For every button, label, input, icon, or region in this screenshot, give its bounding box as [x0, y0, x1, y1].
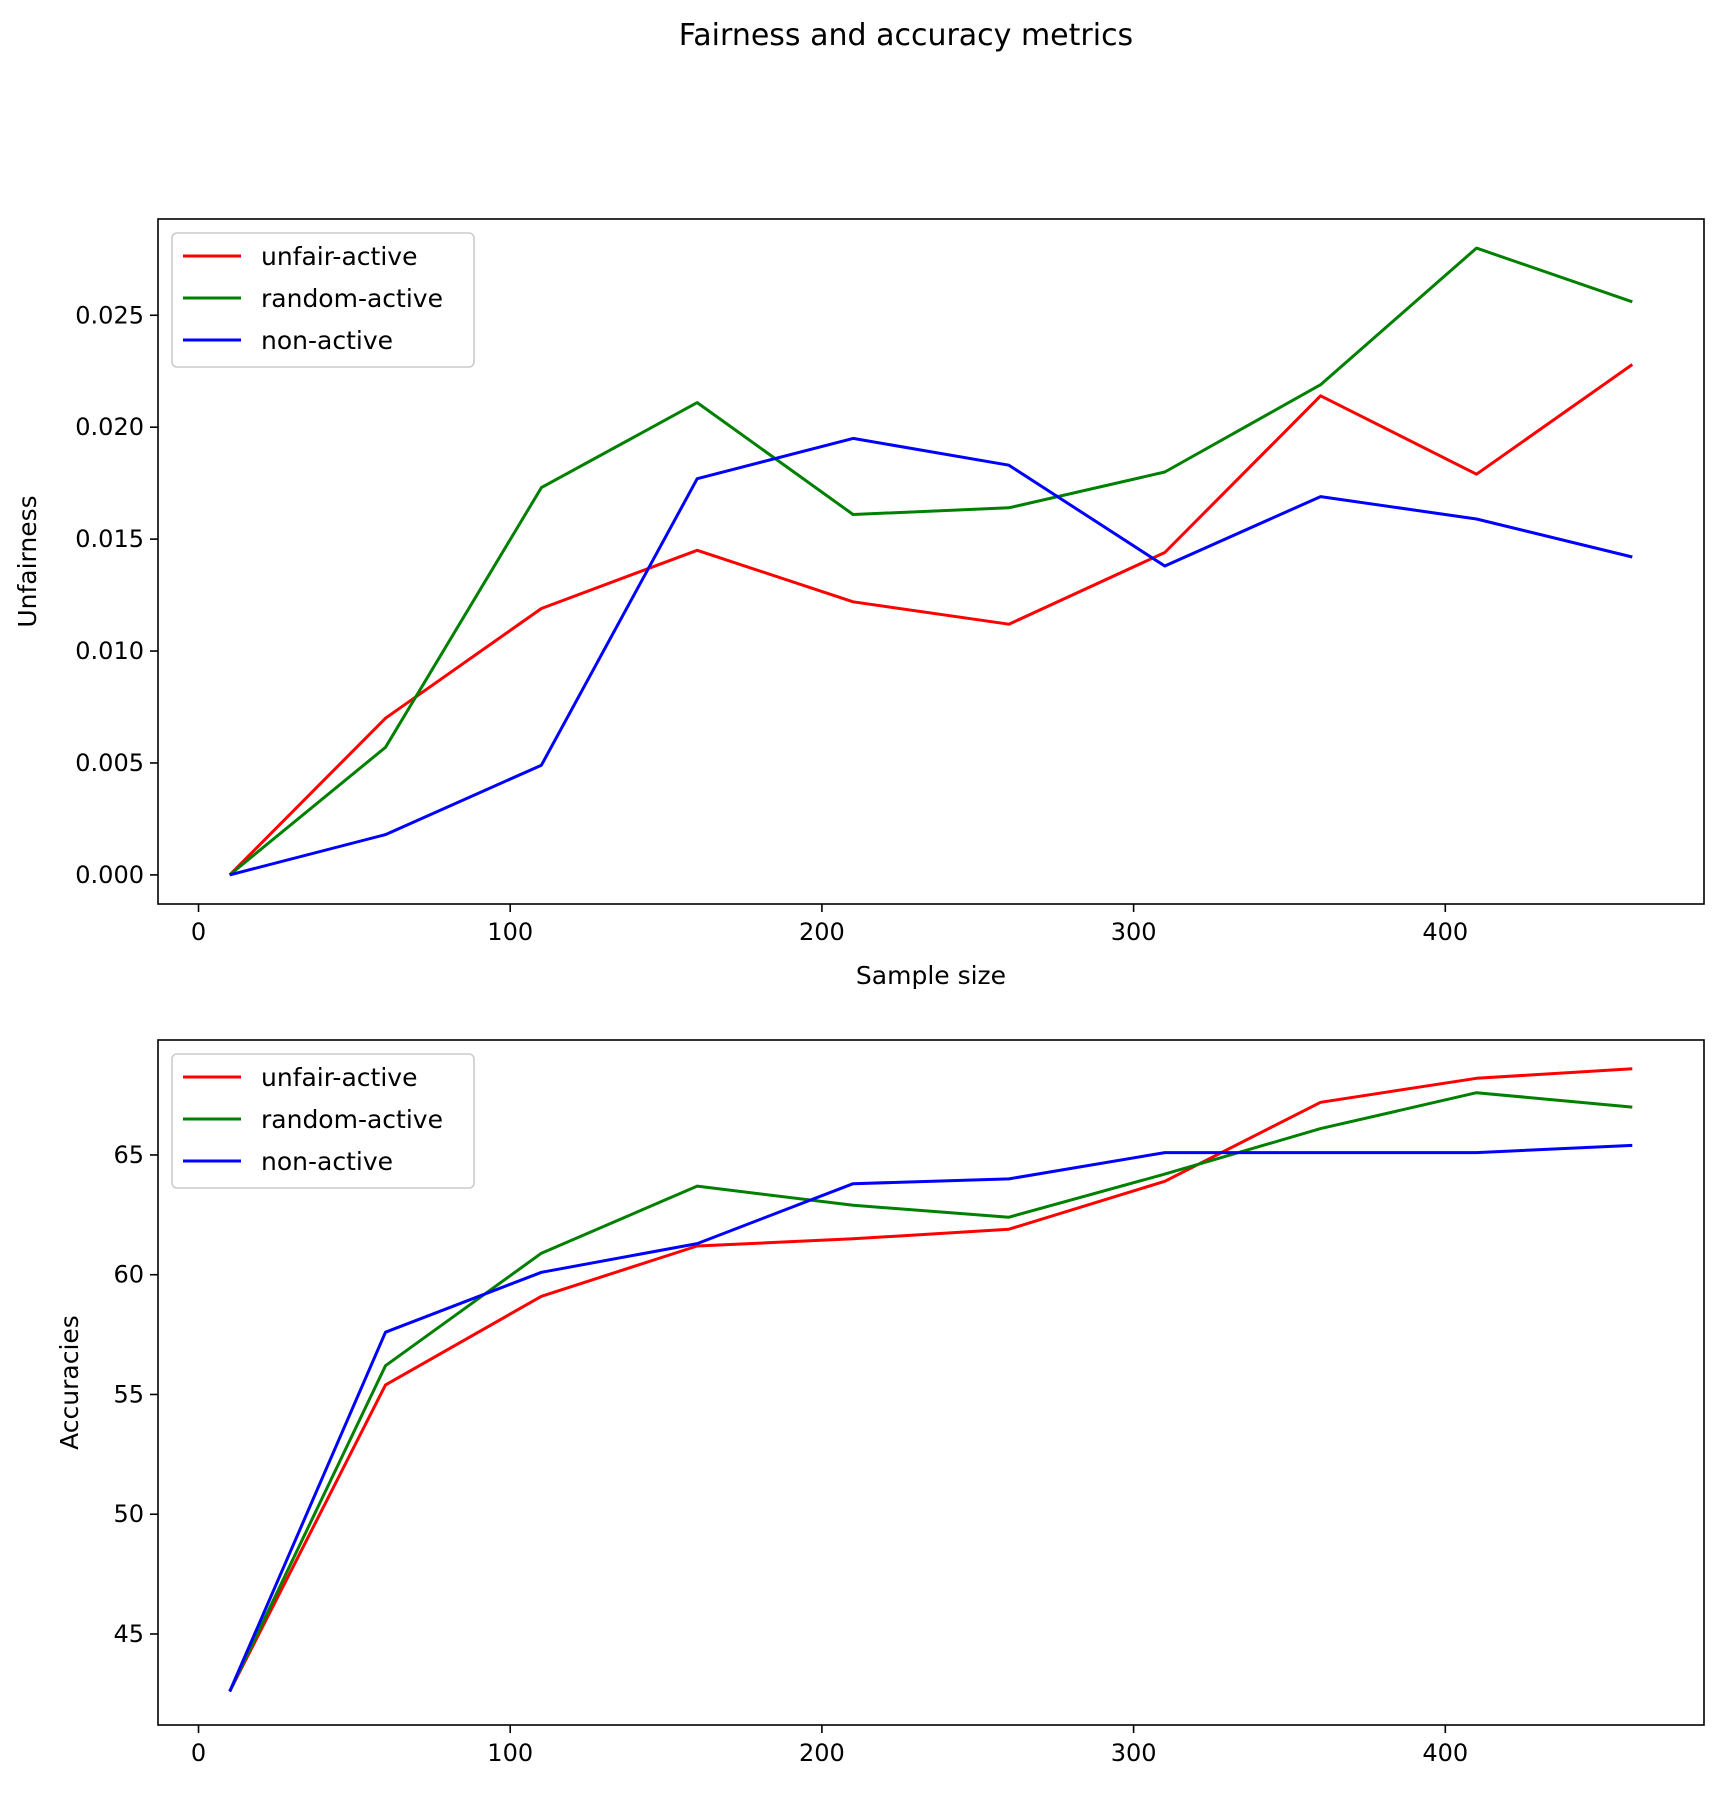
accuracy-series-line-unfair-active: [228, 1067, 1633, 1693]
unfairness-legend-label-non-active: non-active: [261, 326, 393, 355]
unfairness-y-tick-label: 0.010: [75, 637, 144, 665]
unfairness-y-tick-label: 0.020: [75, 413, 144, 441]
unfairness-x-tick-label: 300: [1111, 918, 1157, 946]
unfairness-series-line-unfair-active: [228, 363, 1634, 876]
accuracy-x-tick-label: 100: [487, 1739, 533, 1767]
unfairness-legend-label-random-active: random-active: [261, 284, 443, 313]
accuracy-y-tick-label: 50: [113, 1500, 144, 1528]
accuracy-y-axis-label: Accuracies: [55, 1315, 84, 1450]
accuracy-legend-box: [171, 1053, 475, 1189]
unfairness-y-tick-label: 0.005: [75, 749, 144, 777]
unfairness-x-tick-label: 100: [487, 918, 533, 946]
accuracy-series-line-non-active: [228, 1143, 1633, 1693]
accuracy-plot-frame: [157, 1039, 1705, 1726]
unfairness-legend-label-unfair-active: unfair-active: [261, 242, 417, 271]
accuracy-legend: unfair-active random-active non-active: [171, 1053, 475, 1189]
unfairness-series-line-non-active: [229, 436, 1633, 877]
unfairness-y-tick-label: 0.025: [75, 301, 144, 329]
accuracy-x-tick-label: 0: [191, 1739, 206, 1767]
accuracy-y-tick-label: 55: [113, 1380, 144, 1408]
unfairness-chart: 0 100 200 300 400 0.000 0.005 0.010 0.015 0.020 0.…: [13, 218, 1705, 990]
accuracy-legend-label-random-active: random-active: [261, 1105, 443, 1134]
unfairness-legend-box: [171, 232, 475, 368]
unfairness-legend: unfair-active random-active non-active: [171, 232, 475, 368]
accuracy-legend-label-unfair-active: unfair-active: [261, 1063, 417, 1092]
accuracy-x-tick-label: 400: [1422, 1739, 1468, 1767]
accuracy-legend-label-non-active: non-active: [261, 1147, 393, 1176]
unfairness-y-tick-label: 0.015: [75, 525, 144, 553]
accuracy-y-tick-label: 60: [113, 1261, 144, 1289]
unfairness-x-tick-label: 400: [1422, 918, 1468, 946]
accuracy-y-tick-label: 45: [113, 1620, 144, 1648]
unfairness-x-axis-label: Sample size: [856, 961, 1006, 990]
accuracy-x-tick-label: 300: [1111, 1739, 1157, 1767]
unfairness-x-tick-label: 200: [799, 918, 845, 946]
accuracy-series-line-random-active: [228, 1091, 1633, 1693]
figure-title: Fairness and accuracy metrics: [679, 18, 1133, 53]
accuracy-x-tick-label: 200: [799, 1739, 845, 1767]
unfairness-y-tick-label: 0.000: [75, 861, 144, 889]
unfairness-plot-frame: [157, 218, 1705, 905]
accuracy-y-tick-label: 65: [113, 1141, 144, 1169]
unfairness-series-line-random-active: [228, 246, 1633, 877]
unfairness-x-tick-label: 0: [191, 918, 206, 946]
accuracy-chart: 0 100 200 300 400 45 50 55 60 65 Accuracies unfair-…: [55, 1039, 1705, 1767]
unfairness-y-axis-label: Unfairness: [13, 495, 42, 627]
